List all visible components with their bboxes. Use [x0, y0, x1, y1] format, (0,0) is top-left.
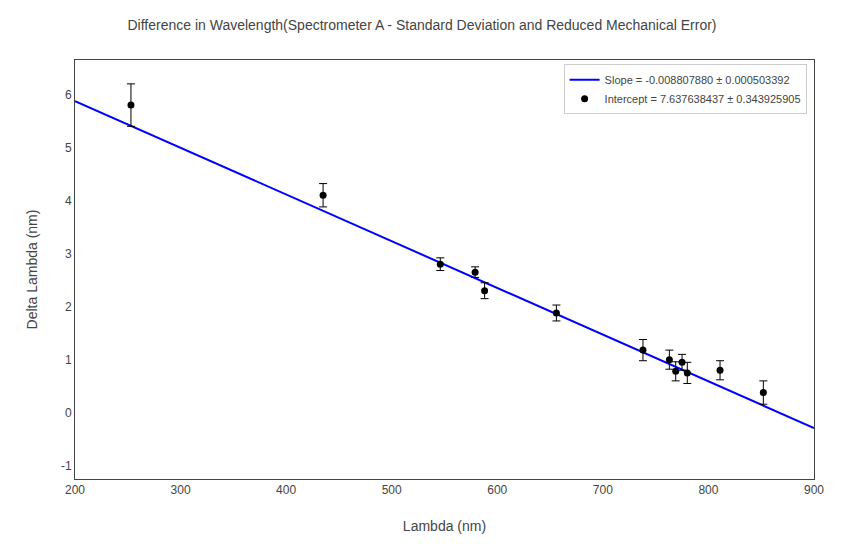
svg-text:6: 6: [65, 88, 72, 102]
svg-text:500: 500: [382, 483, 402, 497]
svg-text:0: 0: [65, 406, 72, 420]
svg-text:800: 800: [698, 483, 718, 497]
svg-text:Intercept = 7.637638437 ± 0.34: Intercept = 7.637638437 ± 0.343925905: [605, 93, 801, 105]
svg-text:Lambda (nm): Lambda (nm): [403, 518, 486, 534]
svg-text:5: 5: [65, 141, 72, 155]
svg-text:4: 4: [65, 194, 72, 208]
svg-text:2: 2: [65, 300, 72, 314]
svg-text:600: 600: [487, 483, 507, 497]
svg-text:Difference in Wavelength(Spect: Difference in Wavelength(Spectrometer A …: [127, 17, 716, 33]
svg-text:-1: -1: [61, 459, 72, 473]
svg-text:300: 300: [171, 483, 191, 497]
svg-text:900: 900: [804, 483, 824, 497]
svg-text:Delta Lambda (nm): Delta Lambda (nm): [24, 210, 40, 330]
svg-text:400: 400: [276, 483, 296, 497]
svg-text:200: 200: [65, 483, 85, 497]
svg-text:Slope = -0.008807880 ± 0.00050: Slope = -0.008807880 ± 0.000503392: [605, 74, 790, 86]
svg-text:700: 700: [593, 483, 613, 497]
svg-text:1: 1: [65, 353, 72, 367]
svg-text:3: 3: [65, 247, 72, 261]
